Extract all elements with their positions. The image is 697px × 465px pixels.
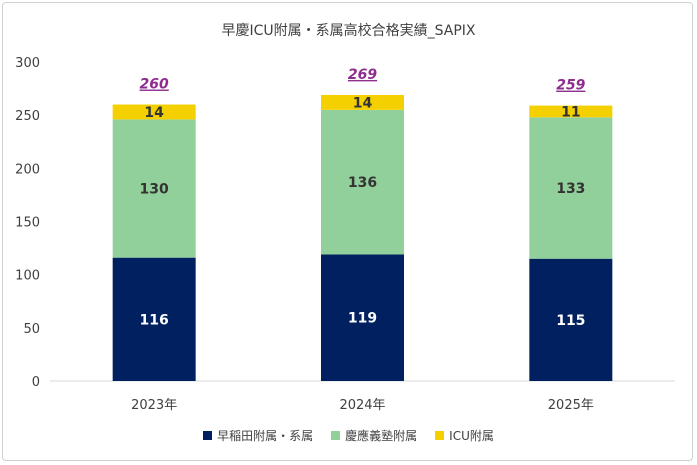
- chart-legend: 早稲田附属・系属 慶應義塾附属 ICU附属: [0, 427, 697, 444]
- legend-item-waseda: 早稲田附属・系属: [203, 427, 313, 444]
- data-label: 11: [561, 104, 580, 120]
- bar-segment: [321, 94, 404, 110]
- data-label: 133: [556, 181, 585, 197]
- bar-segment: [529, 105, 613, 118]
- chart-title: 早慶ICU附属・系属高校合格実績_SAPIX: [221, 23, 476, 39]
- total-label: 260: [140, 77, 169, 93]
- total-label: 269: [348, 67, 377, 83]
- bar-segment: [529, 258, 613, 381]
- total-label: 259: [556, 78, 585, 94]
- bar-segment: [529, 117, 613, 259]
- y-tick-label: 100: [15, 269, 40, 284]
- bar-segment: [112, 119, 196, 258]
- data-label: 130: [140, 182, 169, 198]
- bar-segment: [112, 104, 196, 120]
- y-tick-label: 150: [15, 216, 40, 231]
- legend-label-keio: 慶應義塾附属: [345, 429, 418, 443]
- data-label: 115: [556, 313, 585, 329]
- y-tick-label: 250: [15, 109, 40, 124]
- data-label: 116: [140, 312, 169, 328]
- y-tick-label: 300: [15, 56, 40, 71]
- data-label: 14: [144, 105, 164, 121]
- bar-segment: [321, 109, 404, 255]
- x-tick-label: 2023年: [131, 398, 177, 413]
- legend-swatch-keio: [331, 431, 341, 440]
- legend-item-keio: 慶應義塾附属: [331, 427, 417, 444]
- legend-swatch-waseda: [203, 431, 213, 440]
- x-tick-label: 2024年: [339, 398, 385, 413]
- y-tick-label: 50: [23, 322, 40, 337]
- bar-segment: [112, 257, 196, 381]
- legend-label-icu: ICU附属: [449, 429, 494, 443]
- data-label: 14: [353, 95, 373, 111]
- y-tick-label: 0: [32, 375, 40, 390]
- y-tick-label: 200: [15, 162, 40, 177]
- data-label: 119: [348, 311, 377, 327]
- bar-segment: [321, 254, 404, 381]
- legend-label-waseda: 早稲田附属・系属: [217, 429, 314, 443]
- legend-swatch-icu: [435, 431, 445, 440]
- data-label: 136: [348, 175, 377, 191]
- x-tick-label: 2025年: [548, 398, 594, 413]
- legend-item-icu: ICU附属: [435, 427, 494, 444]
